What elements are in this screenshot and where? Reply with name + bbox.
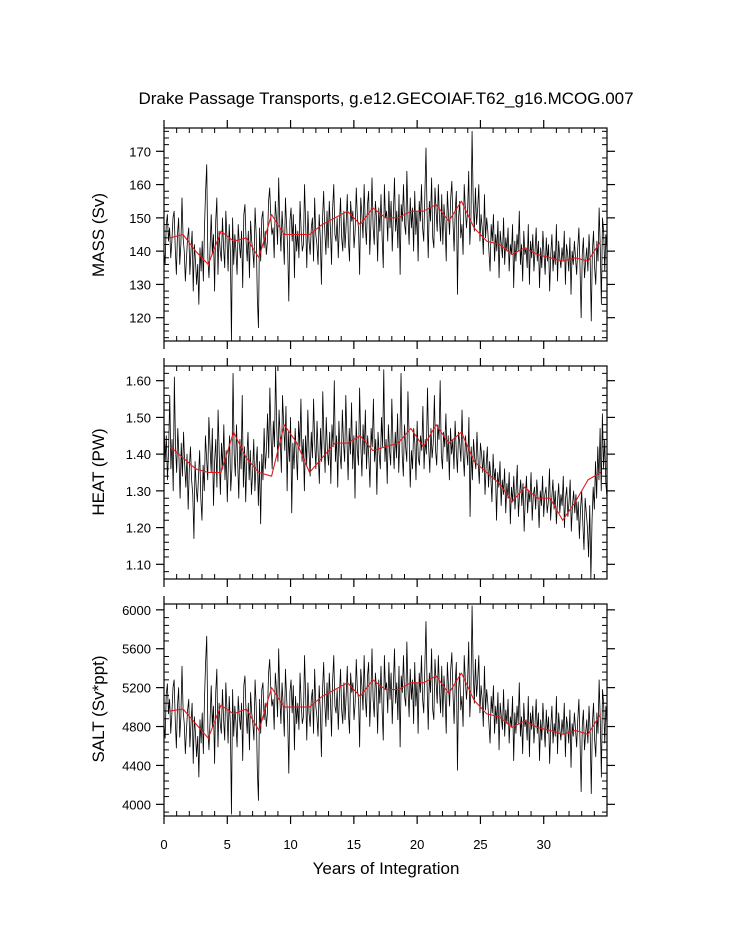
heat-y-axis-label: HEAT (PW) <box>89 428 108 515</box>
y-tick-label: 4400 <box>122 758 151 773</box>
salt-annual-mean-line <box>170 672 602 739</box>
salt-plot-frame <box>163 603 608 817</box>
x-axis-label: Years of Integration <box>313 859 460 878</box>
chart-title: Drake Passage Transports, g.e12.GECOIAF.… <box>138 89 633 108</box>
x-tick-label: 15 <box>347 837 361 852</box>
y-tick-label: 140 <box>129 244 151 259</box>
x-tick-label: 10 <box>283 837 297 852</box>
x-tick-label: 5 <box>224 837 231 852</box>
mass-y-axis-label: MASS (Sv) <box>89 193 108 277</box>
y-tick-label: 1.30 <box>126 484 151 499</box>
mass-annual-mean-line <box>170 200 602 265</box>
salt-y-axis-label: SALT (Sv*ppt) <box>89 655 108 762</box>
y-tick-label: 150 <box>129 211 151 226</box>
y-tick-label: 5200 <box>122 681 151 696</box>
salt-panel: SALT (Sv*ppt) 4000 4400 4800 5200 5600 6000 <box>89 596 615 824</box>
y-tick-label: 1.20 <box>126 521 151 536</box>
y-tick-label: 6000 <box>122 603 151 618</box>
x-tick-label: 0 <box>160 837 167 852</box>
y-tick-label: 4800 <box>122 720 151 735</box>
y-tick-label: 1.50 <box>126 410 151 425</box>
y-tick-label: 5600 <box>122 642 151 657</box>
x-tick-label: 30 <box>536 837 550 852</box>
mass-plot-frame <box>163 127 608 342</box>
y-tick-label: 1.40 <box>126 447 151 462</box>
heat-panel: HEAT (PW) 1.10 1.20 1.30 1.40 1.50 1.60 <box>89 358 615 587</box>
y-tick-label: 1.60 <box>126 374 151 389</box>
y-tick-label: 130 <box>129 277 151 292</box>
mass-panel: MASS (Sv) 120 130 140 150 160 170 <box>89 120 615 349</box>
heat-plot-frame <box>163 365 608 580</box>
heat-monthly-line <box>163 365 608 580</box>
salt-monthly-line <box>163 605 608 815</box>
y-tick-label: 4000 <box>122 797 151 812</box>
y-tick-label: 1.10 <box>126 557 151 572</box>
x-tick-label: 25 <box>473 837 487 852</box>
y-tick-label: 120 <box>129 311 151 326</box>
heat-annual-mean-line <box>169 424 601 521</box>
y-tick-label: 160 <box>129 178 151 193</box>
x-tick-label: 20 <box>410 837 424 852</box>
y-tick-label: 170 <box>129 144 151 159</box>
mass-monthly-line <box>163 130 608 342</box>
